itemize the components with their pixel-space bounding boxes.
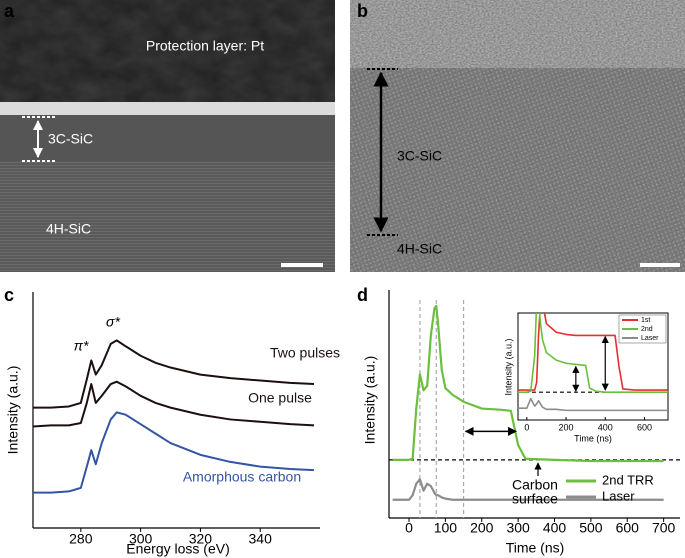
image-label: 3C-SiC [48,131,93,147]
annotation: π* [74,338,89,354]
series-label: Amorphous carbon [183,469,301,485]
plot-area [392,304,664,501]
micrograph-b: 3C-SiC 4H-SiC [350,0,685,272]
panel-label: a [4,1,15,21]
x-tick-label: 200 [559,422,574,432]
x-tick-label: 100 [434,520,458,536]
x-tick-label: 300 [129,531,153,547]
panel-label: b [357,1,368,21]
series-line [32,380,315,428]
series-line [33,339,315,409]
series-line [392,478,664,501]
image-label: Protection layer: Pt [146,38,264,54]
x-tick-label: 400 [543,520,567,536]
x-tick-label: 0 [524,422,529,432]
plot-area [32,339,315,494]
annotation: σ* [106,314,120,330]
image-label: 3C-SiC [397,148,442,164]
x-axis-label: Time (ns) [506,540,565,556]
x-tick-label: 300 [506,520,530,536]
series-label: One pulse [248,390,312,406]
series-line [392,304,664,463]
image-label: 4H-SiC [397,241,442,257]
x-tick-label: 600 [637,422,652,432]
series-line [518,313,668,391]
series-line [33,411,315,494]
micrograph-a: Protection layer: Pt 3C-SiC 4H-SiC [0,0,335,272]
legend-label: 1st [641,317,650,324]
y-axis-label: Intensity (a.u.) [5,366,21,455]
series-line [518,313,668,393]
plot-frame [517,312,669,421]
x-tick-label: 0 [405,520,413,536]
x-axis-label: Energy loss (eV) [126,541,229,557]
plot-area [518,313,668,412]
x-tick-label: 200 [470,520,494,536]
panel-label: c [4,285,14,305]
y-axis-label: Intensity (a.u.) [362,356,378,445]
legend-label: Laser [602,488,635,503]
x-tick-label: 400 [598,422,613,432]
y-axis-label: Intensity (a.u.) [503,338,513,395]
x-tick-label: 280 [69,531,93,547]
x-tick-label: 500 [579,520,603,536]
x-tick-label: 340 [249,531,273,547]
panel-label: d [357,285,368,305]
series-line [518,397,668,412]
series-label: Two pulses [270,345,340,361]
x-tick-label: 700 [652,520,676,536]
x-axis-label: Time (ns) [574,433,612,443]
x-tick-label: 600 [616,520,640,536]
legend-label: Laser [641,335,659,342]
annotation: surface [512,491,558,507]
image-label: 4H-SiC [46,221,91,237]
legend-label: 2nd TRR [602,472,654,487]
legend-label: 2nd [641,326,653,333]
annotation: Carbon [512,477,558,493]
x-tick-label: 320 [189,531,213,547]
